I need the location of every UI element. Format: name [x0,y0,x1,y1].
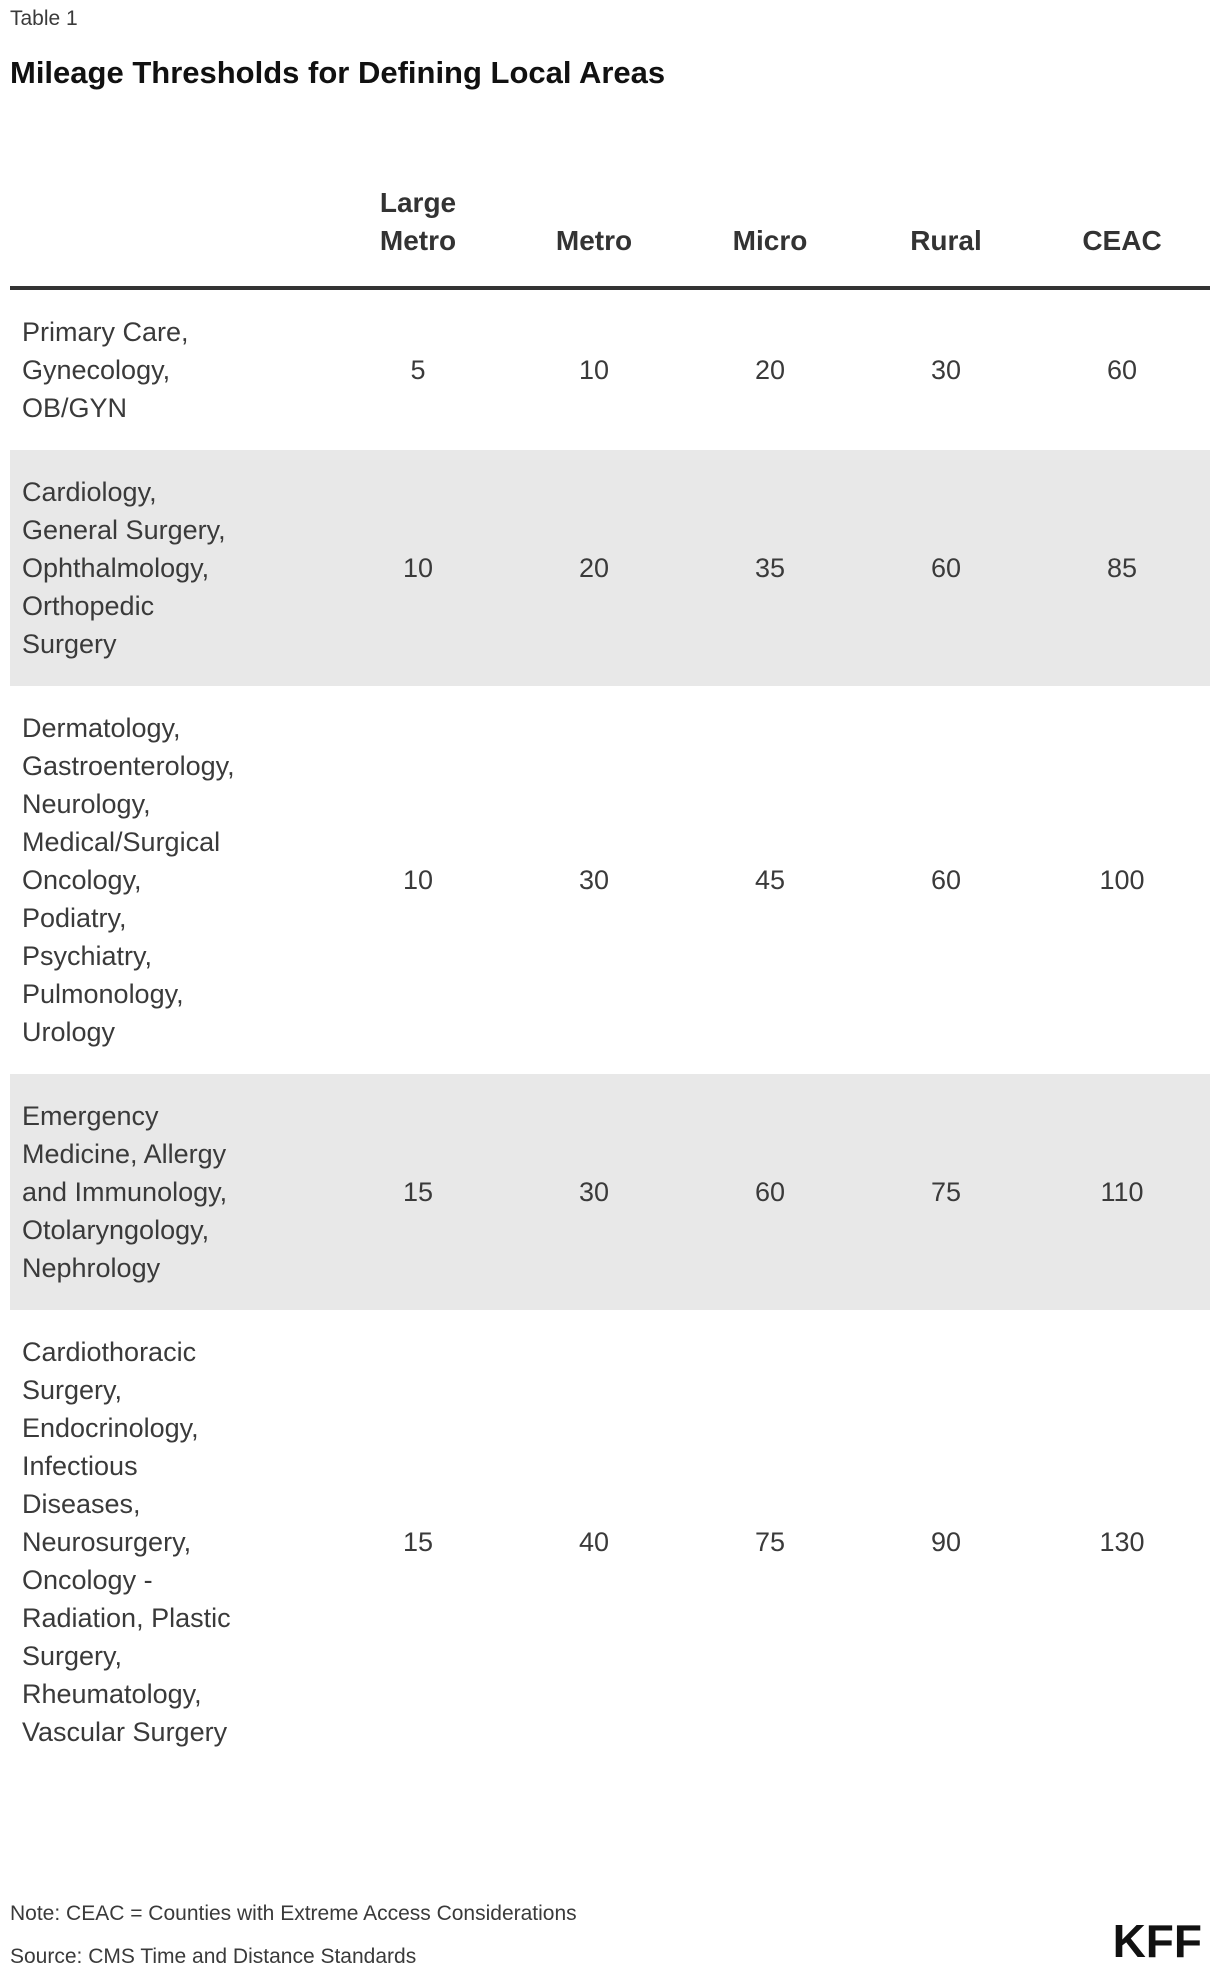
column-header-rural: Rural [858,148,1034,290]
value-cell: 60 [930,553,962,583]
value-cell: 100 [1099,865,1145,895]
table-label: Table 1 [10,7,78,30]
value-cell: 110 [1100,1177,1144,1207]
row-label: Dermatology, Gastroenterology, Neurology… [22,713,235,1047]
table-row: Primary Care, Gynecology, OB/GYN 5 10 20… [10,288,1210,450]
column-header-ceac: CEAC [1034,148,1210,290]
table-note: Note: CEAC = Counties with Extreme Acces… [10,1902,577,1925]
value-cell: 40 [578,1527,610,1557]
table-row: Dermatology, Gastroenterology, Neurology… [10,686,1210,1074]
value-cell: 10 [402,553,434,583]
column-header-metro: Metro [506,148,682,290]
value-cell: 35 [754,553,786,583]
value-cell: 15 [402,1177,434,1207]
kff-logo: KFF [1112,1915,1202,1967]
value-cell: 5 [410,355,426,385]
row-label: Emergency Medicine, Allergy and Immunolo… [22,1101,228,1283]
value-cell: 90 [930,1527,962,1557]
value-cell: 60 [1106,355,1138,385]
column-header-micro: Micro [682,148,858,290]
value-cell: 75 [754,1527,786,1557]
header-row: Large Metro Metro Micro Rural CEAC [10,148,1210,290]
column-header-large-metro: Large Metro [330,148,506,290]
thresholds-table: Large Metro Metro Micro Rural CEAC Prima… [10,148,1210,1774]
value-cell: 60 [930,865,962,895]
value-cell: 10 [402,865,434,895]
value-cell: 20 [754,355,786,385]
table-row: Emergency Medicine, Allergy and Immunolo… [10,1074,1210,1310]
page-title: Mileage Thresholds for Defining Local Ar… [10,55,666,90]
value-cell: 10 [578,355,610,385]
value-cell: 75 [930,1177,962,1207]
table-row: Cardiothoracic Surgery, Endocrinology, I… [10,1310,1210,1774]
table-row: Cardiology, General Surgery, Ophthalmolo… [10,450,1210,686]
value-cell: 60 [754,1177,786,1207]
row-label: Cardiothoracic Surgery, Endocrinology, I… [22,1337,231,1747]
value-cell: 15 [402,1527,434,1557]
row-label: Primary Care, Gynecology, OB/GYN [22,317,189,423]
value-cell: 30 [578,865,610,895]
value-cell: 130 [1099,1527,1145,1557]
value-cell: 30 [930,355,962,385]
value-cell: 20 [578,553,610,583]
value-cell: 45 [754,865,786,895]
value-cell: 85 [1106,553,1138,583]
empty-header-cell [10,148,330,290]
row-label: Cardiology, General Surgery, Ophthalmolo… [22,477,226,659]
table-source: Source: CMS Time and Distance Standards [10,1945,417,1968]
value-cell: 30 [578,1177,610,1207]
footer: Note: CEAC = Counties with Extreme Acces… [10,1901,1210,1970]
